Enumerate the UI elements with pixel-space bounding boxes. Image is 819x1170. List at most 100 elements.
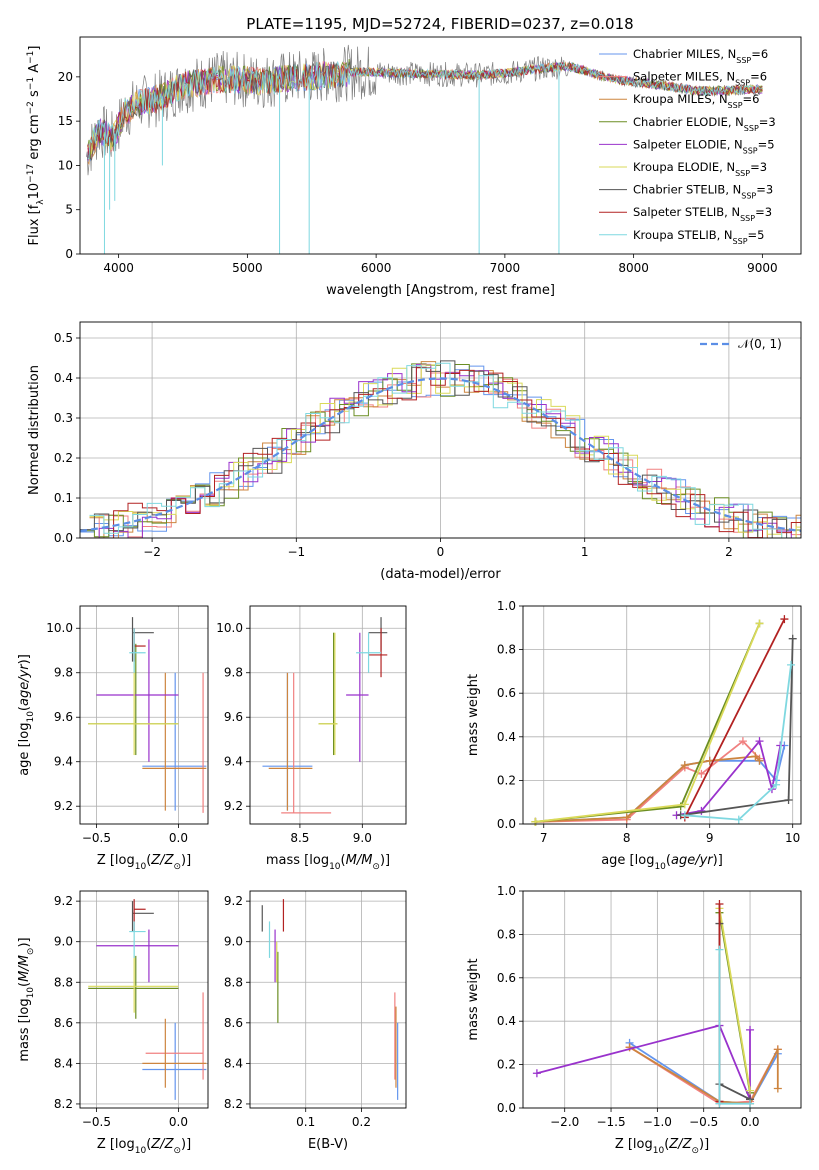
legend-value: =3 (755, 205, 772, 219)
y-axis-label: mass [log10(M/M⊙)] (17, 937, 36, 1061)
weight-marker (755, 619, 764, 628)
model-spectrum-kroupa_stelib (87, 61, 763, 160)
x-axis-label: E(B-V) (308, 1137, 348, 1152)
axes-age_vs_Z: −0.5 0.0 9.2 9.4 9.6 9.8 10.0 (46, 606, 208, 845)
label-part: E(B-V) (308, 1137, 348, 1152)
hist-frame (79, 321, 802, 539)
x-tick-label: 7 (540, 831, 548, 845)
x-tick-label: −0.5 (82, 1115, 111, 1129)
weight-marker (751, 752, 760, 761)
weight-series-kroupa_elodie (535, 623, 761, 823)
x-tick-label: 8000 (618, 261, 649, 275)
weight-series-salpeter_elodie (536, 1024, 751, 1100)
label-part: Z/Z (150, 1137, 174, 1152)
label-part: ( (664, 1137, 669, 1152)
x-axis-label: wavelength [Angstrom, rest frame] (326, 283, 555, 298)
axes-spectrum: 4000 5000 6000 7000 8000 9000 0 5 10 15 20 (58, 70, 778, 275)
y-tick-label: 0.3 (54, 411, 73, 425)
legend-subscript: SSP (733, 236, 748, 245)
y-tick-label: 1.0 (497, 884, 516, 898)
label-part: ⊙ (372, 862, 380, 872)
label-part: ⊙ (173, 862, 181, 872)
histogram-salpeter_elodie (84, 363, 801, 538)
legend-value: =3 (756, 183, 773, 197)
weight-marker (787, 660, 796, 669)
axes-mass_vs_Z: −0.5 0.0 8.2 8.4 8.6 8.8 9.0 9.2 (54, 891, 208, 1129)
y-tick-label: 8.6 (54, 1016, 73, 1030)
weight_vs_age-frame (522, 605, 802, 825)
legend-entry: Kroupa MILES, NSSP=6 (633, 92, 759, 110)
label-part: )] (17, 654, 32, 664)
weight-marker (680, 811, 689, 820)
y-tick-label: 0 (65, 247, 73, 261)
y-tick-label: 9.2 (224, 799, 243, 813)
label-part: mass [log (17, 998, 32, 1061)
y-tick-label: 9.0 (54, 935, 73, 949)
y-tick-label: 20 (58, 70, 73, 84)
y-tick-label: 0.2 (497, 1058, 516, 1072)
x-axis-label: Z [log10(Z/Z⊙)] (97, 1137, 191, 1156)
legend-label: Kroupa MILES, N (633, 92, 728, 106)
y-tick-label: 0.8 (497, 643, 516, 657)
x-tick-label: 0 (437, 545, 445, 559)
legend-entry: Salpeter STELIB, NSSP=3 (633, 205, 772, 223)
y-tick-label: 9.4 (54, 755, 73, 769)
legend-subscript: SSP (744, 123, 759, 132)
y-tick-label: 0.4 (497, 730, 516, 744)
x-tick-label: −1.5 (596, 1115, 625, 1129)
x-tick-label: 6000 (361, 261, 392, 275)
model-spectrum-salpeter_stelib (87, 62, 763, 156)
axes-age_vs_mass: 8.5 9.0 9.2 9.4 9.6 9.8 10.0 (216, 606, 406, 845)
y-tick-label: 8.2 (54, 1097, 73, 1111)
weight-marker (531, 817, 540, 826)
weight-marker (680, 800, 689, 809)
legend-value: =5 (748, 228, 765, 242)
label-part: age/yr (17, 663, 32, 706)
y-tick-label: 9.8 (54, 666, 73, 680)
weight-marker (697, 806, 706, 815)
y-axis-label: Flux [fλ10−17 erg cm−2 s−1 A−1] (26, 46, 46, 246)
y-tick-label: 8.2 (224, 1097, 243, 1111)
y-tick-label: 9.6 (224, 710, 243, 724)
label-part: age [log (17, 723, 32, 776)
legend-entry: Chabrier STELIB, NSSP=3 (633, 183, 773, 201)
legend-label: Salpeter STELIB, N (633, 205, 740, 219)
label-part: ( (146, 1137, 151, 1152)
x-tick-label: −0.5 (82, 831, 111, 845)
legend-label: Salpeter MILES, N (633, 70, 735, 84)
weight-marker (697, 769, 706, 778)
y-tick-label: 0.4 (497, 1014, 516, 1028)
legend-entry: Kroupa STELIB, NSSP=5 (633, 228, 764, 246)
histogram-salpeter_stelib (84, 367, 801, 538)
y-tick-label: 5 (65, 203, 73, 217)
mass_vs_Z-frame (79, 890, 209, 1109)
label-part: ( (666, 853, 671, 868)
y-tick-label: 10.0 (216, 621, 243, 635)
x-tick-label: 0.0 (169, 1115, 188, 1129)
weight-marker (773, 1084, 782, 1093)
x-tick-label: 0.2 (352, 1115, 371, 1129)
legend-normal-label: 𝒩(0, 1) (738, 337, 782, 351)
legend-subscript: SSP (728, 101, 743, 110)
y-tick-label: 0.8 (497, 927, 516, 941)
weight-marker (780, 615, 789, 624)
label-part: ⊙ (26, 948, 36, 956)
label-part: −17 (26, 164, 36, 183)
y-tick-label: 8.6 (224, 1016, 243, 1030)
y-tick-label: 10.0 (46, 621, 73, 635)
label-part: ] (27, 46, 42, 51)
weight-marker (676, 802, 685, 811)
label-part: 10 (135, 862, 147, 872)
weight-marker (746, 1025, 755, 1034)
label-part: age/yr (671, 853, 714, 868)
weight-series-kroupa_miles (535, 755, 761, 823)
label-part: 10 (26, 987, 36, 999)
label-part: Flux [f (27, 204, 42, 245)
x-tick-label: 0.1 (296, 1115, 315, 1129)
label-part: ⊙ (173, 1146, 181, 1156)
label-part: ( (17, 982, 32, 987)
y-axis-label: age [log10(age/yr)] (17, 654, 36, 776)
y-tick-label: 8.4 (54, 1056, 73, 1070)
label-part: 10 (27, 183, 42, 200)
